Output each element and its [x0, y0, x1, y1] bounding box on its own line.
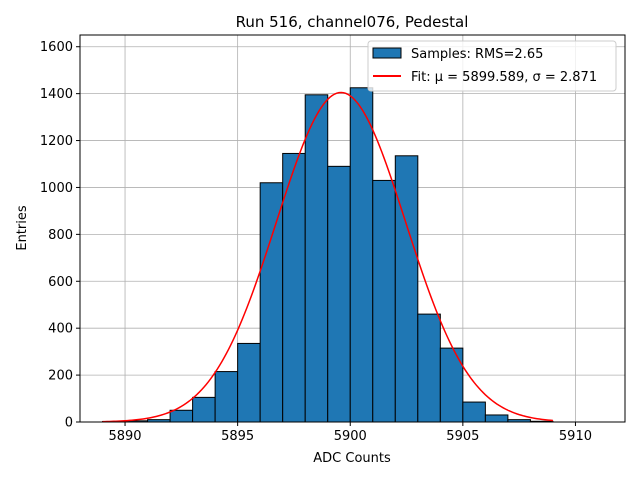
x-tick-label: 5905 — [446, 429, 479, 444]
y-tick-label: 1600 — [40, 40, 73, 55]
histogram-bar — [259, 182, 284, 423]
histogram-bar — [394, 155, 419, 423]
x-tick-label: 5890 — [108, 429, 141, 444]
histogram-bar — [327, 165, 351, 423]
histogram-bar — [169, 409, 194, 423]
y-tick-label: 1200 — [40, 134, 73, 149]
histogram-bars — [102, 87, 554, 423]
y-tick-label: 1400 — [40, 87, 73, 102]
histogram-bar — [237, 342, 261, 423]
histogram-bar — [192, 396, 216, 423]
histogram-bar — [349, 87, 374, 423]
y-axis-label: Entries — [15, 205, 30, 251]
y-axis-ticks: 0 200 400 600 800 1000 1200 1400 1600 — [40, 40, 80, 431]
y-tick-label: 800 — [48, 228, 73, 243]
x-tick-label: 5895 — [221, 429, 254, 444]
histogram-bar — [417, 313, 441, 423]
histogram-bar — [372, 179, 396, 423]
plot-frame — [79, 34, 626, 423]
legend-fit-label: Fit: μ = 5899.589, σ = 2.871 — [411, 70, 597, 85]
x-axis-ticks: 5890 5895 5900 5905 5910 — [108, 422, 592, 444]
legend-box — [367, 40, 617, 92]
x-tick-label: 5900 — [334, 429, 367, 444]
histogram-bar — [484, 414, 509, 423]
legend-samples-label: Samples: RMS=2.65 — [411, 47, 543, 62]
y-tick-label: 400 — [48, 322, 73, 337]
legend-samples-patch — [372, 47, 402, 59]
fit-curve — [102, 91, 553, 423]
y-tick-label: 1000 — [40, 181, 73, 196]
y-tick-label: 200 — [48, 369, 73, 384]
y-tick-label: 0 — [65, 416, 73, 431]
histogram-bar — [214, 371, 239, 423]
chart-title: Run 516, channel076, Pedestal — [236, 13, 469, 31]
x-axis-label: ADC Counts — [313, 451, 391, 466]
legend: Samples: RMS=2.65 Fit: μ = 5899.589, σ =… — [367, 40, 617, 92]
y-tick-label: 600 — [48, 275, 73, 290]
histogram-bar — [304, 94, 329, 423]
x-tick-label: 5910 — [559, 429, 592, 444]
histogram-bar — [462, 401, 486, 423]
